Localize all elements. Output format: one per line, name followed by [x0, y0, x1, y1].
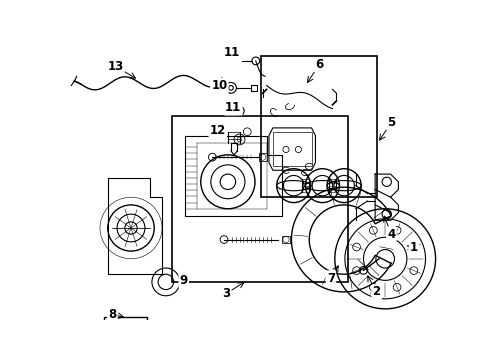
Text: 11: 11	[223, 46, 240, 59]
Polygon shape	[273, 132, 312, 166]
Text: 11: 11	[225, 102, 242, 114]
Text: 7: 7	[327, 271, 335, 284]
Bar	[104, 316, 147, 351]
Bar	[251, 85, 257, 91]
Text: 5: 5	[387, 116, 395, 129]
Bar	[172, 116, 348, 282]
Text: 10: 10	[211, 79, 227, 92]
Text: 2: 2	[372, 285, 381, 298]
Text: 3: 3	[222, 287, 230, 300]
Text: 12: 12	[210, 124, 226, 137]
Text: 13: 13	[107, 60, 123, 73]
Text: 4: 4	[387, 228, 395, 240]
Polygon shape	[269, 128, 316, 170]
Text: 1: 1	[410, 241, 418, 254]
Text: 6: 6	[315, 58, 323, 71]
Bar	[282, 236, 290, 243]
Text: 9: 9	[179, 274, 188, 287]
Text: 8: 8	[108, 308, 117, 321]
Bar	[259, 153, 267, 161]
Bar	[261, 56, 377, 197]
